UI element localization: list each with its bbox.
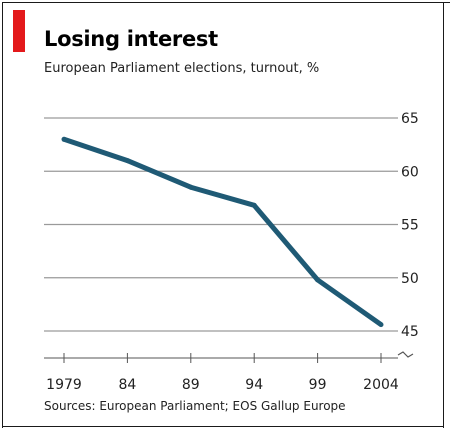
y-tick-label: 65: [401, 111, 419, 127]
x-tick-label: 94: [245, 377, 263, 393]
data-point: [188, 184, 194, 190]
y-tick-label: 60: [401, 164, 419, 180]
right-border: [443, 2, 444, 428]
y-tick-label: 55: [401, 218, 419, 234]
x-tick-label: 99: [309, 377, 327, 393]
left-border: [2, 2, 3, 428]
y-tick-label: 50: [401, 271, 419, 287]
accent-bar: [13, 10, 25, 52]
data-point: [378, 322, 384, 328]
data-point: [315, 277, 321, 283]
data-point: [61, 136, 67, 142]
bottom-border: [2, 426, 444, 427]
x-tick-label: 89: [182, 377, 200, 393]
chart-subtitle: European Parliament elections, turnout, …: [44, 61, 320, 76]
y-tick-label: 45: [401, 324, 419, 340]
x-tick-label: 2004: [363, 377, 399, 393]
x-tick-label: 1979: [46, 377, 82, 393]
chart-title: Losing interest: [44, 27, 218, 51]
top-border: [2, 2, 450, 3]
axis-break-mark: [397, 351, 414, 358]
x-tick-label: 84: [118, 377, 136, 393]
data-point: [251, 202, 257, 208]
data-point: [124, 158, 130, 164]
chart-source: Sources: European Parliament; EOS Gallup…: [44, 399, 346, 413]
series-line: [63, 136, 383, 327]
